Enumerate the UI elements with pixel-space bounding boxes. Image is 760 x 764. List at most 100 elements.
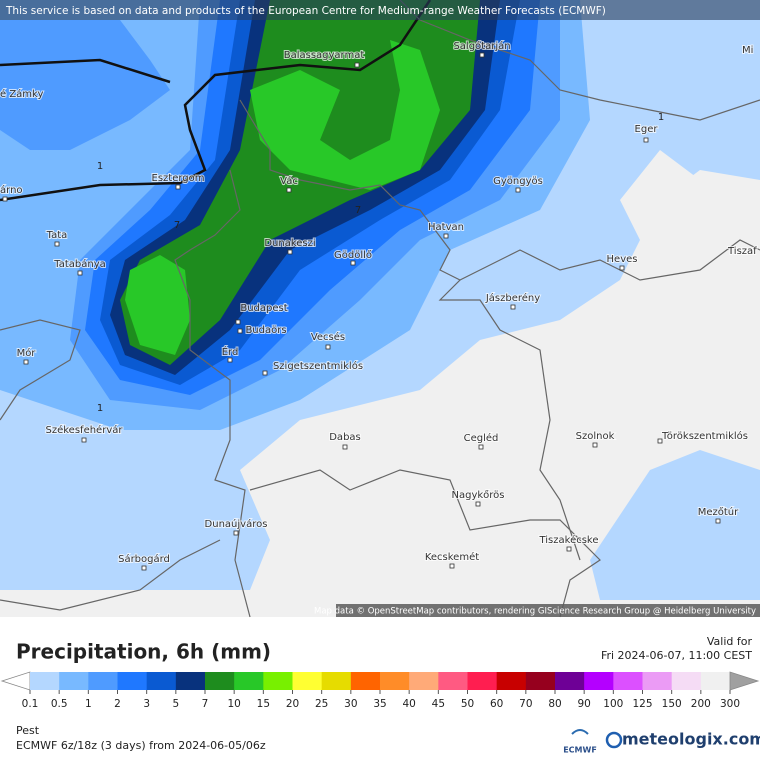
colorbar-box bbox=[59, 672, 89, 690]
city-label: Gyöngyös bbox=[493, 176, 543, 187]
colorbar-tick-label: 3 bbox=[143, 698, 150, 710]
city-label: Salgótarján bbox=[453, 40, 510, 52]
city-label: Mezőtúr bbox=[698, 506, 739, 518]
city-label: Heves bbox=[607, 254, 638, 265]
city-label: árno bbox=[0, 184, 23, 196]
colorbar-box bbox=[88, 672, 118, 690]
ecmwf-logo: ECMWF bbox=[563, 746, 597, 755]
colorbar-arrow bbox=[0, 671, 31, 691]
contour-label: 1 bbox=[97, 403, 103, 414]
colorbar-tick-label: 0.1 bbox=[22, 698, 39, 710]
colorbar-box bbox=[117, 672, 148, 690]
colorbar-tick-label: 15 bbox=[257, 698, 270, 710]
county-border bbox=[174, 169, 251, 618]
region: Pest bbox=[16, 724, 40, 737]
city-marker bbox=[286, 187, 292, 193]
city-marker bbox=[175, 184, 181, 190]
colorbar-tick-label: 200 bbox=[691, 698, 711, 710]
city-marker bbox=[235, 319, 241, 325]
colorbar-tick-label: 125 bbox=[632, 698, 652, 710]
colorbar-tick-label: 300 bbox=[720, 698, 740, 710]
legend-title: Precipitation, 6h (mm) bbox=[16, 640, 271, 664]
colorbar-box bbox=[467, 672, 498, 690]
colorbar-tick-label: 90 bbox=[577, 698, 590, 710]
contour-label: 1 bbox=[97, 161, 103, 172]
precip-area bbox=[620, 150, 700, 240]
colorbar-box bbox=[555, 672, 585, 690]
city-label: Eger bbox=[635, 124, 659, 135]
city-label: Vác bbox=[280, 175, 298, 187]
county-border bbox=[0, 319, 81, 421]
city-label: Szigetszentmiklós bbox=[273, 360, 363, 372]
colorbar-box bbox=[205, 672, 235, 690]
colorbar-box bbox=[380, 672, 410, 690]
city-marker bbox=[479, 52, 485, 58]
city-label: Sárbogárd bbox=[118, 553, 170, 565]
colorbar-box bbox=[350, 672, 381, 690]
notice-bar bbox=[0, 0, 760, 20]
colorbar-box bbox=[496, 672, 527, 690]
colorbar-box bbox=[671, 672, 702, 690]
city-marker bbox=[227, 357, 233, 363]
colorbar-box bbox=[438, 672, 468, 690]
city-marker bbox=[237, 328, 243, 334]
brand-icon bbox=[605, 731, 623, 749]
city-marker bbox=[354, 62, 360, 68]
contour-label: 7 bbox=[355, 205, 361, 216]
valid-label: Valid for bbox=[707, 635, 753, 648]
city-label: Szolnok bbox=[576, 431, 615, 442]
model-run: ECMWF 6z/18z (3 days) from 2024-06-05/06… bbox=[16, 739, 266, 752]
city-marker bbox=[141, 565, 147, 571]
colorbar-tick-label: 50 bbox=[461, 698, 474, 710]
city-marker bbox=[478, 444, 484, 450]
contour-label: 1 bbox=[658, 112, 664, 123]
city-marker bbox=[262, 370, 268, 376]
city-marker bbox=[325, 344, 331, 350]
precip-area bbox=[125, 255, 190, 355]
city-marker bbox=[342, 444, 348, 450]
city-marker bbox=[510, 304, 516, 310]
notice: This service is based on data and produc… bbox=[5, 5, 606, 17]
colorbar-box bbox=[321, 672, 352, 690]
city-label: Tata bbox=[46, 230, 68, 241]
country-border bbox=[0, 58, 171, 84]
city-marker bbox=[23, 359, 29, 365]
colorbar-tick-label: 2 bbox=[114, 698, 121, 710]
city-marker bbox=[566, 546, 572, 552]
precip-area bbox=[120, 0, 480, 365]
city-label: Tiszaf bbox=[727, 246, 757, 257]
country-border bbox=[0, 0, 432, 202]
city-label: Nagykőrös bbox=[451, 489, 504, 501]
city-label: Dunakeszi bbox=[264, 238, 315, 249]
city-label: Mi bbox=[742, 45, 753, 56]
attribution-box bbox=[336, 604, 760, 617]
precip-area bbox=[0, 20, 170, 150]
colorbar-box bbox=[263, 672, 293, 690]
colorbar-tick-label: 10 bbox=[227, 698, 240, 710]
city-marker bbox=[619, 265, 625, 271]
colorbar-tick-label: 80 bbox=[548, 698, 561, 710]
city-marker bbox=[515, 187, 521, 193]
city-label: Dunaújváros bbox=[205, 518, 268, 530]
city-marker bbox=[81, 437, 87, 443]
city-marker bbox=[657, 438, 663, 444]
city-label: Dabas bbox=[329, 432, 361, 443]
city-label: Budaörs bbox=[245, 325, 286, 336]
city-label: Mór bbox=[17, 347, 37, 359]
precip-area bbox=[250, 40, 440, 190]
colorbar-tick-label: 70 bbox=[519, 698, 532, 710]
city-label: Hatvan bbox=[428, 222, 464, 233]
colorbar-tick-label: 5 bbox=[172, 698, 179, 710]
city-marker bbox=[475, 501, 481, 507]
colorbar-tick-label: 0.5 bbox=[51, 698, 68, 710]
city-label: Jászberény bbox=[485, 292, 540, 304]
city-marker bbox=[643, 137, 649, 143]
colorbar-box bbox=[613, 672, 643, 690]
ecmwf-icon bbox=[571, 729, 589, 735]
city-label: Budapest bbox=[240, 303, 287, 314]
colorbar-box bbox=[146, 672, 177, 690]
city-label: Törökszentmiklós bbox=[661, 430, 748, 442]
colorbar-tick-label: 60 bbox=[490, 698, 503, 710]
valid-time: Fri 2024-06-07, 11:00 CEST bbox=[601, 649, 752, 662]
